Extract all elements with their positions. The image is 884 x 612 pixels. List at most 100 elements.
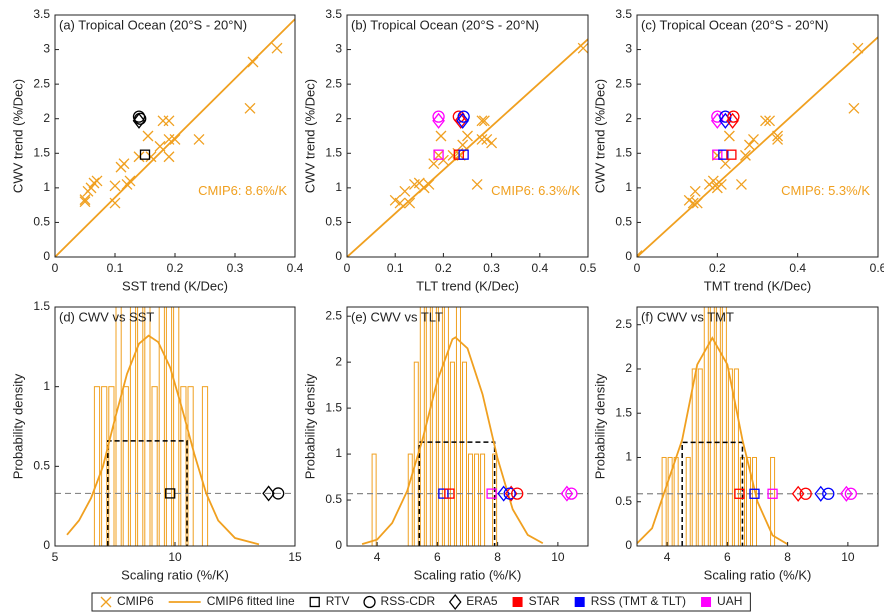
legend-marker bbox=[309, 596, 320, 608]
cmip6-point bbox=[689, 185, 701, 197]
observation bbox=[139, 149, 151, 160]
cmip6-point bbox=[271, 42, 283, 54]
panel-title: (f) CWV vs TMT bbox=[641, 309, 734, 324]
x-axis-label: TMT trend (K/Dec) bbox=[704, 278, 811, 293]
y-tick-label: 1.5 bbox=[33, 299, 50, 313]
legend-marker bbox=[448, 593, 462, 611]
x-tick-label: 10 bbox=[551, 550, 565, 564]
histogram-bar bbox=[733, 368, 739, 546]
cmip6-point bbox=[481, 133, 493, 145]
plot-area bbox=[347, 38, 588, 257]
histogram-bar bbox=[201, 386, 209, 546]
observation bbox=[132, 110, 146, 123]
y-tick-label: 2.5 bbox=[325, 308, 342, 322]
observation bbox=[272, 487, 285, 500]
plot-area bbox=[637, 36, 878, 257]
cmip6-point bbox=[244, 102, 256, 114]
y-axis-label: CWV trend (%/Dec) bbox=[10, 79, 25, 193]
x-tick-label: 0.2 bbox=[435, 261, 452, 275]
cmip6-point bbox=[79, 194, 91, 206]
x-tick-label: 0 bbox=[52, 261, 59, 275]
legend-label: UAH bbox=[717, 594, 742, 608]
x-tick-label: 0.2 bbox=[167, 261, 184, 275]
y-tick-label: 2 bbox=[335, 354, 342, 368]
histogram-bar bbox=[727, 368, 733, 546]
x-axis-label: SST trend (K/Dec) bbox=[122, 278, 228, 293]
histogram-bar bbox=[158, 307, 165, 546]
cmip6-point bbox=[764, 115, 776, 127]
cmip6-point bbox=[772, 133, 784, 145]
observation bbox=[840, 485, 853, 502]
cmip6-point bbox=[462, 130, 473, 142]
cmip6-point bbox=[157, 115, 169, 127]
panel: 0 0.2 0.4 0.6 0 0.5 1 1.5 2 2.5 3 3.5 (c) Tropical O… bbox=[592, 7, 884, 293]
cmip6-point bbox=[637, 250, 643, 257]
y-tick-label: 2 bbox=[625, 361, 632, 375]
cmip6-point bbox=[133, 151, 145, 163]
fit-line bbox=[637, 336, 789, 546]
plot-area bbox=[347, 307, 588, 546]
panel: 5 10 15 0 0.5 1 1.5 (d) CWV vs SST Scaling ratio… bbox=[10, 299, 302, 582]
histogram-bar bbox=[144, 307, 151, 546]
histogram-bar bbox=[407, 453, 413, 546]
cmip6-point bbox=[428, 158, 440, 170]
x-tick-label: 0.3 bbox=[483, 261, 500, 275]
axes-box bbox=[636, 306, 879, 547]
observation bbox=[433, 149, 444, 160]
cmip6-point bbox=[744, 139, 755, 151]
y-tick-label: 3.5 bbox=[325, 7, 342, 21]
y-tick-label: 2 bbox=[335, 111, 342, 125]
legend-marker bbox=[574, 597, 585, 607]
x-axis-label: Scaling ratio (%/K) bbox=[121, 567, 229, 582]
y-tick-label: 1 bbox=[335, 180, 342, 194]
x-tick-label: 6 bbox=[724, 550, 731, 564]
observation bbox=[727, 110, 740, 123]
x-tick-label: 10 bbox=[168, 550, 182, 564]
observation bbox=[726, 112, 739, 129]
x-axis-label: TLT trend (K/Dec) bbox=[416, 278, 519, 293]
y-tick-label: 2 bbox=[43, 111, 50, 125]
annotation: CMIP6: 6.3%/K bbox=[491, 183, 580, 198]
cmip6-point bbox=[145, 151, 157, 163]
observation bbox=[814, 485, 828, 502]
observation bbox=[565, 487, 578, 500]
observation bbox=[822, 487, 835, 500]
x-axis-label: Scaling ratio (%/K) bbox=[414, 567, 522, 582]
observation bbox=[712, 149, 723, 160]
histogram-bar bbox=[715, 307, 721, 546]
cmip6-point bbox=[476, 115, 488, 127]
histogram-bar bbox=[431, 307, 437, 546]
x-tick-label: 0.4 bbox=[287, 261, 304, 275]
observation bbox=[456, 112, 470, 129]
x-tick-label: 0.4 bbox=[531, 261, 548, 275]
panel-title: (e) CWV vs TLT bbox=[351, 309, 443, 324]
panel: 4 6 8 10 0 0.5 1 1.5 2 2.5 (e) CWV vs TLT Scaling r… bbox=[302, 306, 589, 582]
observation bbox=[726, 149, 737, 160]
legend-box bbox=[91, 592, 751, 612]
cmip6-point bbox=[739, 149, 751, 161]
axes-box bbox=[346, 14, 589, 258]
y-tick-label: 1.5 bbox=[325, 145, 342, 159]
observation bbox=[767, 488, 778, 499]
legend-label: STAR bbox=[529, 594, 560, 608]
panel: 4 6 8 10 0 0.5 1 1.5 2 2.5 (f) CWV vs TMT Scaling r… bbox=[592, 306, 879, 582]
cmip6-point bbox=[760, 115, 771, 127]
y-axis-label: CWV trend (%/Dec) bbox=[592, 79, 607, 193]
legend-label: RTV bbox=[326, 594, 350, 608]
y-tick-label: 2.5 bbox=[325, 76, 342, 90]
x-tick-label: 8 bbox=[784, 550, 791, 564]
annotation: CMIP6: 8.6%/K bbox=[198, 183, 287, 198]
cmip6-point bbox=[91, 175, 103, 187]
panel-title: (d) CWV vs SST bbox=[59, 309, 154, 324]
y-axis-label: CWV trend (%/Dec) bbox=[302, 79, 317, 193]
cmip6-point bbox=[715, 178, 727, 190]
cmip6-point bbox=[169, 133, 181, 145]
histogram-bar bbox=[129, 307, 137, 546]
cmip6-point bbox=[748, 133, 759, 145]
cmip6-point bbox=[435, 130, 447, 142]
y-tick-label: 1 bbox=[625, 450, 632, 464]
panel-title: (a) Tropical Ocean (20°S - 20°N) bbox=[59, 17, 247, 32]
x-tick-label: 0.6 bbox=[870, 261, 884, 275]
y-tick-label: 1.5 bbox=[33, 145, 50, 159]
histogram-bar bbox=[685, 456, 691, 546]
